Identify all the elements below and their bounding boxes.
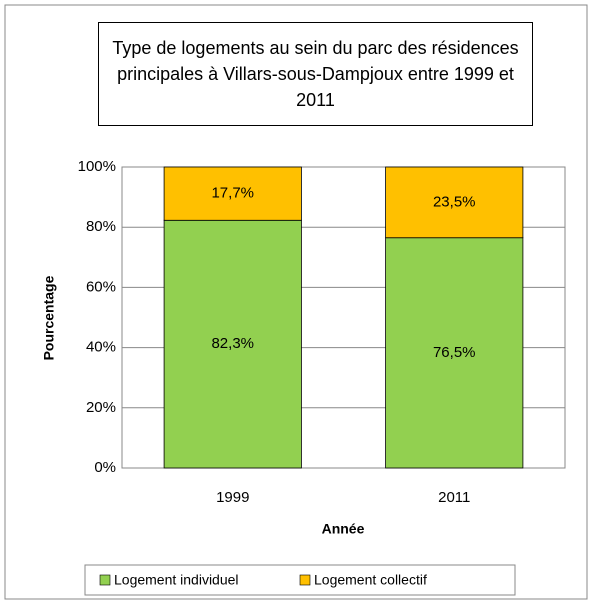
y-tick-label: 80%: [86, 218, 116, 235]
x-tick-label: 2011: [438, 489, 470, 506]
x-axis-title: Année: [322, 521, 365, 537]
chart-title: Type de logements au sein du parc des ré…: [98, 22, 533, 126]
bar-segment: [385, 166, 524, 239]
legend-label: Logement collectif: [314, 572, 427, 588]
y-tick-label: 100%: [78, 158, 116, 175]
plot-border: [121, 166, 566, 469]
legend-swatch: [99, 574, 111, 586]
bar-segment: [163, 219, 302, 469]
y-tick-label: 60%: [86, 278, 116, 295]
y-axis-title: Pourcentage: [41, 275, 57, 360]
legend-label: Logement individuel: [114, 572, 239, 588]
x-tick-label: 1999: [216, 489, 249, 506]
y-tick-label: 20%: [86, 399, 116, 416]
bar-segment: [385, 237, 524, 469]
legend-swatch: [299, 574, 311, 586]
data-label: 17,7%: [211, 185, 254, 202]
data-label: 23,5%: [433, 193, 476, 210]
data-label: 76,5%: [433, 344, 476, 361]
y-tick-label: 0%: [94, 459, 116, 476]
bar-segment: [163, 166, 302, 221]
y-tick-label: 40%: [86, 339, 116, 356]
data-label: 82,3%: [211, 335, 254, 352]
